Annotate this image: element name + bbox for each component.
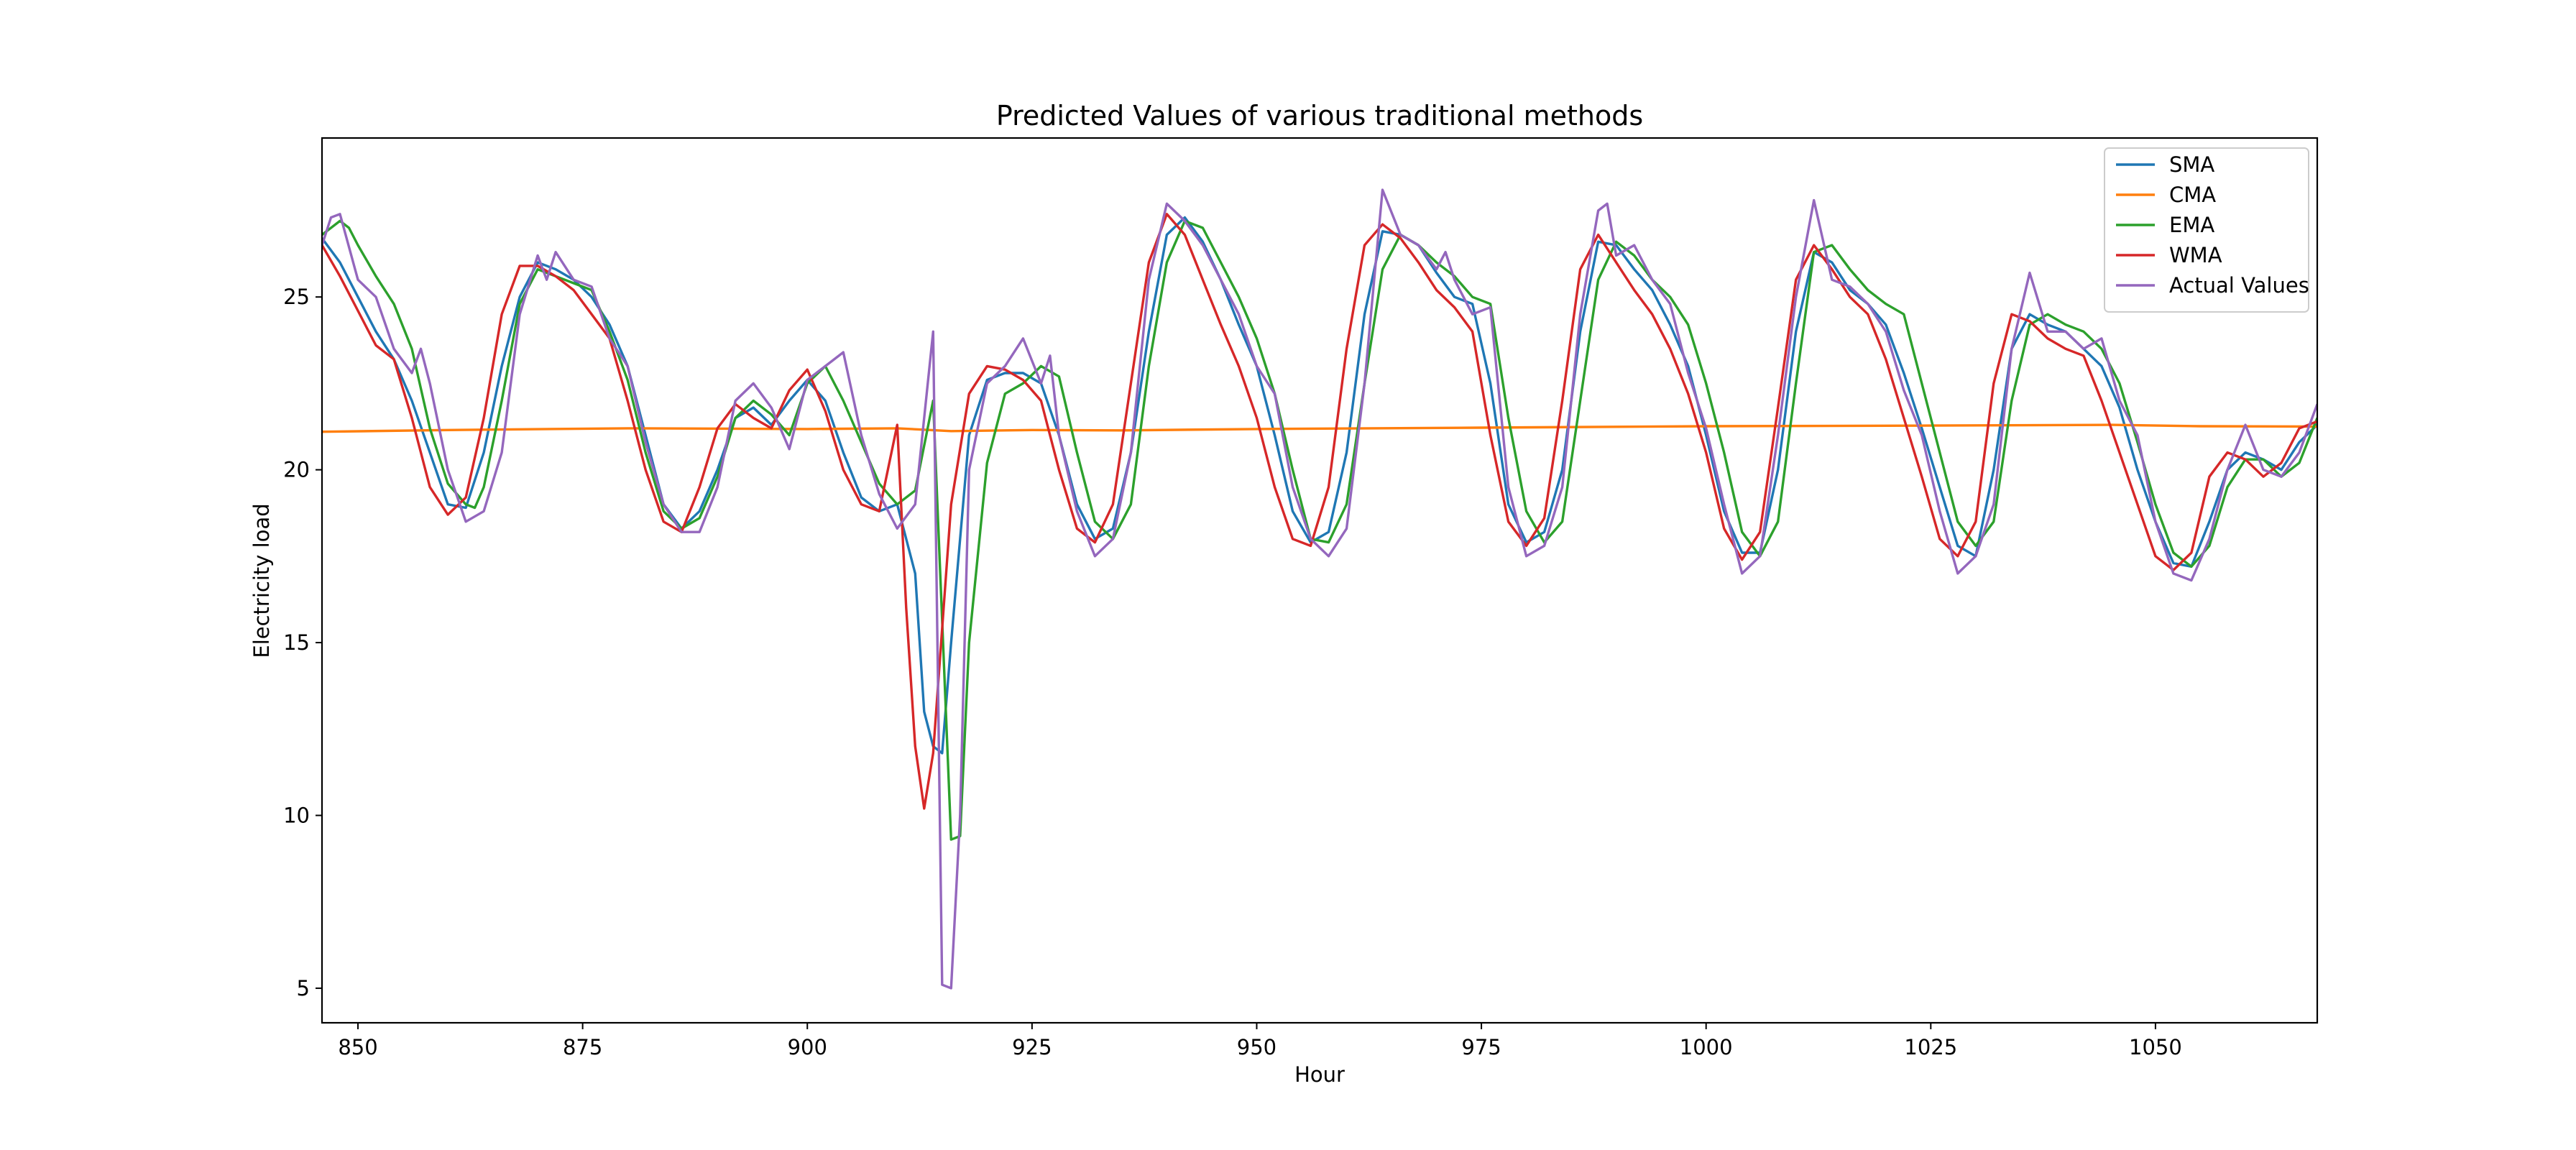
y-tick-label: 20 <box>283 458 310 482</box>
series-line-2 <box>322 219 2317 841</box>
plot-area-frame <box>321 137 2319 1024</box>
y-tick-label: 15 <box>283 630 310 655</box>
series-line-3 <box>322 213 2317 810</box>
tick-layer: 850 875 900 925 950 975 1000 1025 1050 5 10 15 20 25 <box>283 285 2182 1059</box>
legend-entry-label: Actual Values <box>2169 273 2309 298</box>
x-tick-label: 875 <box>563 1035 602 1059</box>
x-tick-label: 1000 <box>1680 1035 1733 1059</box>
x-tick-label: 850 <box>338 1035 377 1059</box>
x-axis-label: Hour <box>1294 1062 1345 1087</box>
series-line-4 <box>322 188 2317 990</box>
y-tick-label: 5 <box>297 976 310 1000</box>
legend-entry-label: WMA <box>2169 243 2222 267</box>
series-layer <box>322 188 2317 990</box>
x-tick-label: 925 <box>1012 1035 1052 1059</box>
x-tick-label: 950 <box>1237 1035 1276 1059</box>
legend-box <box>2104 147 2309 313</box>
legend-entry-label: EMA <box>2169 213 2214 237</box>
chart-title: Predicted Values of various traditional … <box>996 100 1643 132</box>
legend: SMA CMA EMA WMA Actual Values <box>2104 147 2309 313</box>
x-tick-label: 975 <box>1461 1035 1501 1059</box>
x-tick-label: 1050 <box>2129 1035 2182 1059</box>
y-tick-label: 25 <box>283 285 310 309</box>
y-tick-label: 10 <box>283 803 310 827</box>
x-tick-label: 1025 <box>1904 1035 1957 1059</box>
legend-entry-label: CMA <box>2169 183 2216 207</box>
y-axis-label: Electricity load <box>249 503 274 658</box>
series-line-1 <box>322 423 2317 433</box>
x-tick-label: 900 <box>788 1035 827 1059</box>
legend-entry-label: SMA <box>2169 152 2214 177</box>
